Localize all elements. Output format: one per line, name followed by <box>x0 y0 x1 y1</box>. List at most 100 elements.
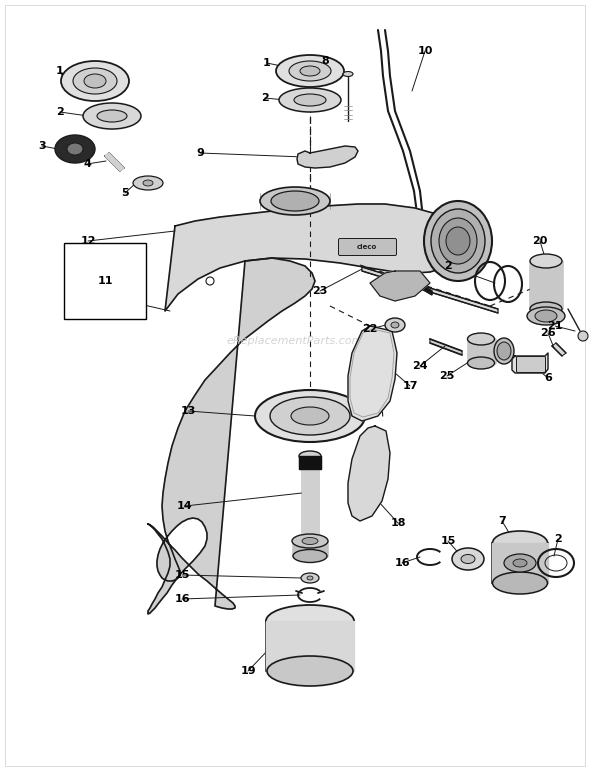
Text: 16: 16 <box>394 558 410 568</box>
Polygon shape <box>165 204 463 311</box>
Text: 2: 2 <box>444 261 452 271</box>
Ellipse shape <box>439 218 477 264</box>
Ellipse shape <box>67 143 83 155</box>
Ellipse shape <box>291 407 329 425</box>
Ellipse shape <box>97 110 127 122</box>
Text: 13: 13 <box>181 406 196 416</box>
Text: 15: 15 <box>440 536 455 546</box>
Ellipse shape <box>292 534 328 548</box>
Circle shape <box>578 331 588 341</box>
Ellipse shape <box>61 61 129 101</box>
Ellipse shape <box>279 88 341 112</box>
Ellipse shape <box>391 322 399 328</box>
Text: 21: 21 <box>548 321 563 331</box>
Text: 25: 25 <box>440 371 455 381</box>
Text: 12: 12 <box>80 236 96 246</box>
Ellipse shape <box>467 357 494 369</box>
FancyBboxPatch shape <box>516 356 546 372</box>
Ellipse shape <box>83 103 141 129</box>
Ellipse shape <box>527 307 565 325</box>
Ellipse shape <box>266 605 354 637</box>
Ellipse shape <box>446 227 470 255</box>
Text: 6: 6 <box>544 373 552 383</box>
Ellipse shape <box>293 550 327 563</box>
Text: 23: 23 <box>312 286 327 296</box>
Polygon shape <box>362 267 498 313</box>
Ellipse shape <box>504 554 536 572</box>
Text: 15: 15 <box>174 570 190 580</box>
Text: 2: 2 <box>261 93 269 103</box>
Text: 5: 5 <box>121 188 129 198</box>
Ellipse shape <box>267 656 353 686</box>
Text: 14: 14 <box>177 501 193 511</box>
Text: 1: 1 <box>56 66 64 76</box>
FancyBboxPatch shape <box>339 238 396 255</box>
Polygon shape <box>512 353 548 373</box>
Ellipse shape <box>530 302 562 316</box>
Ellipse shape <box>343 72 353 76</box>
Circle shape <box>206 277 214 285</box>
Ellipse shape <box>300 66 320 76</box>
Ellipse shape <box>143 180 153 186</box>
Text: 18: 18 <box>390 518 406 528</box>
Text: 22: 22 <box>362 324 378 334</box>
Ellipse shape <box>307 576 313 580</box>
Ellipse shape <box>301 573 319 583</box>
Polygon shape <box>297 146 358 168</box>
Text: 1: 1 <box>263 58 271 68</box>
Ellipse shape <box>467 333 494 345</box>
Text: 26: 26 <box>540 328 556 338</box>
Polygon shape <box>370 271 430 301</box>
Polygon shape <box>299 456 321 469</box>
Ellipse shape <box>270 397 350 435</box>
Polygon shape <box>420 284 432 295</box>
Text: 19: 19 <box>240 666 256 676</box>
Polygon shape <box>530 261 562 309</box>
Ellipse shape <box>431 209 485 273</box>
Text: 3: 3 <box>38 141 46 151</box>
Ellipse shape <box>461 554 475 564</box>
Ellipse shape <box>424 201 492 281</box>
Ellipse shape <box>452 548 484 570</box>
Ellipse shape <box>255 390 365 442</box>
Polygon shape <box>302 469 318 541</box>
Polygon shape <box>293 541 327 556</box>
Ellipse shape <box>276 55 344 87</box>
Ellipse shape <box>73 68 117 94</box>
Text: 20: 20 <box>532 236 548 246</box>
Text: 8: 8 <box>321 56 329 66</box>
Ellipse shape <box>494 338 514 364</box>
Ellipse shape <box>271 191 319 211</box>
Ellipse shape <box>55 135 95 163</box>
Ellipse shape <box>493 572 548 594</box>
Text: eReplacementParts.com: eReplacementParts.com <box>227 336 363 346</box>
Polygon shape <box>492 543 548 583</box>
Polygon shape <box>266 621 354 671</box>
Ellipse shape <box>299 451 321 461</box>
Ellipse shape <box>513 559 527 567</box>
Ellipse shape <box>493 531 548 555</box>
Text: 7: 7 <box>498 516 506 526</box>
Ellipse shape <box>535 310 557 322</box>
Text: 9: 9 <box>196 148 204 158</box>
Ellipse shape <box>530 254 562 268</box>
Polygon shape <box>348 426 390 521</box>
Polygon shape <box>148 258 315 614</box>
Text: 10: 10 <box>417 46 432 56</box>
Text: 11: 11 <box>97 276 113 286</box>
Ellipse shape <box>497 342 511 360</box>
Polygon shape <box>468 339 495 363</box>
Text: 4: 4 <box>83 159 91 169</box>
Ellipse shape <box>289 61 331 81</box>
Ellipse shape <box>385 318 405 332</box>
Polygon shape <box>105 153 124 171</box>
Text: 2: 2 <box>56 107 64 117</box>
Ellipse shape <box>302 537 318 544</box>
Text: cleco: cleco <box>357 244 377 250</box>
Ellipse shape <box>294 94 326 106</box>
Ellipse shape <box>260 187 330 215</box>
Polygon shape <box>552 343 566 356</box>
Text: 17: 17 <box>402 381 418 391</box>
Text: 16: 16 <box>174 594 190 604</box>
Polygon shape <box>430 339 462 355</box>
